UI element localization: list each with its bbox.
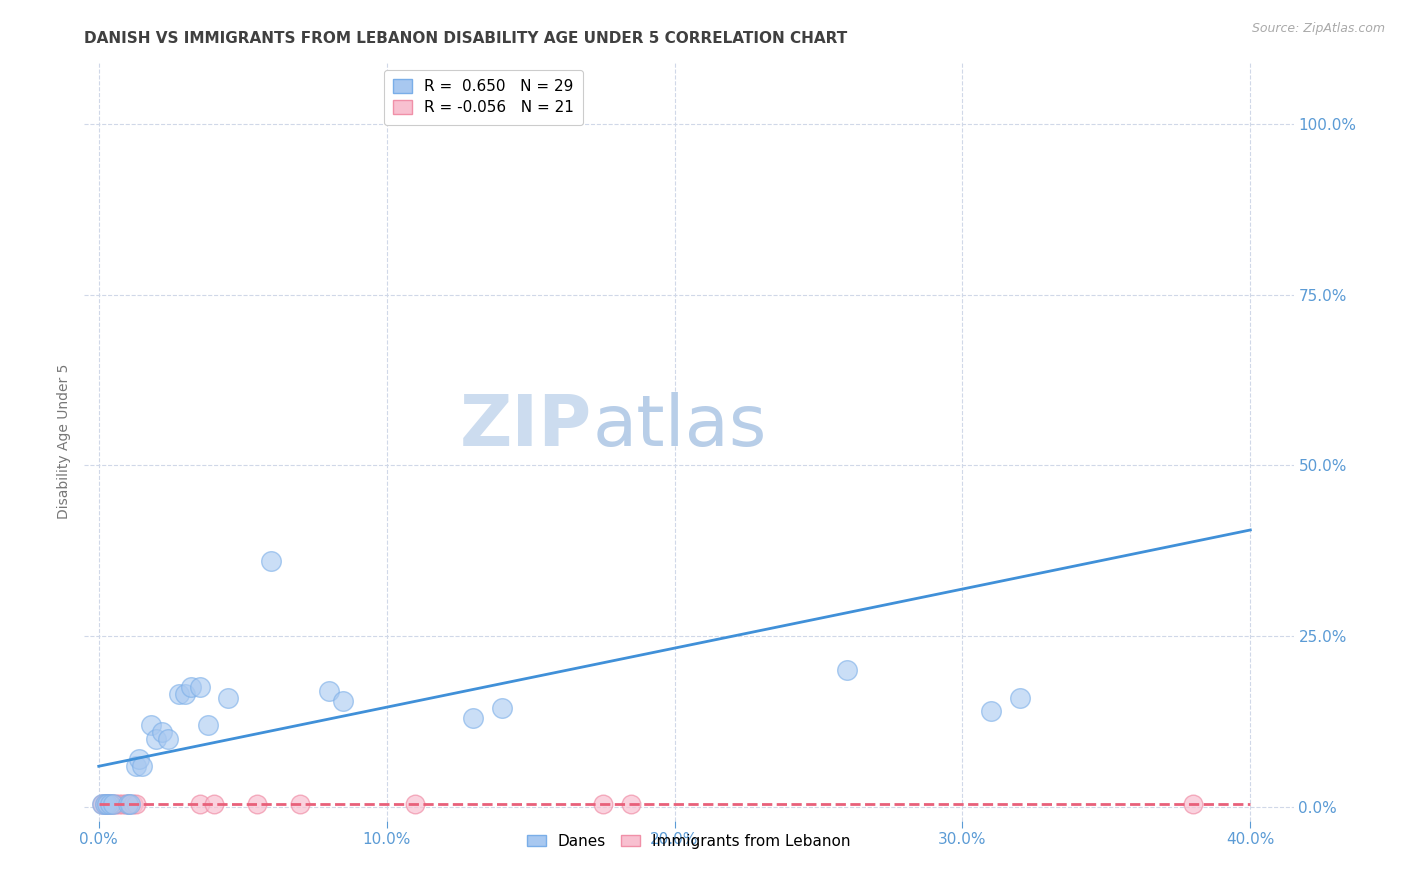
Point [90, 797, 112, 812]
Legend: Danes, Immigrants from Lebanon: Danes, Immigrants from Lebanon [522, 828, 856, 855]
Point [125, 797, 148, 812]
Point [120, 797, 142, 812]
Point [145, 731, 167, 746]
Point [197, 718, 219, 732]
Point [139, 718, 162, 732]
Point [592, 797, 614, 812]
Point [246, 797, 269, 812]
Point [980, 704, 1002, 718]
Point [93, 797, 115, 812]
Text: atlas: atlas [592, 392, 766, 461]
Point [188, 797, 211, 812]
Point [260, 554, 283, 568]
Point [122, 797, 145, 812]
Point [96, 797, 118, 812]
Point [620, 797, 643, 812]
Point [1008, 690, 1031, 705]
Point [96, 797, 118, 812]
Point [290, 797, 312, 812]
Y-axis label: Disability Age Under 5: Disability Age Under 5 [58, 364, 72, 519]
Point [156, 731, 179, 746]
Point [105, 797, 128, 812]
Point [180, 681, 202, 695]
Point [96, 797, 118, 812]
Point [90, 797, 112, 812]
Point [202, 797, 225, 812]
Point [114, 797, 136, 812]
Point [128, 752, 150, 766]
Point [98, 797, 121, 812]
Point [131, 759, 153, 773]
Point [108, 797, 131, 812]
Point [491, 701, 513, 715]
Point [404, 797, 426, 812]
Point [117, 797, 139, 812]
Point [174, 687, 197, 701]
Point [169, 687, 191, 701]
Point [111, 797, 134, 812]
Point [461, 711, 484, 725]
Point [101, 797, 124, 812]
Point [1181, 797, 1204, 812]
Point [93, 797, 115, 812]
Point [101, 797, 124, 812]
Point [188, 681, 211, 695]
Point [318, 684, 340, 698]
Point [332, 694, 354, 708]
Point [217, 690, 239, 705]
Point [837, 664, 859, 678]
Text: DANISH VS IMMIGRANTS FROM LEBANON DISABILITY AGE UNDER 5 CORRELATION CHART: DANISH VS IMMIGRANTS FROM LEBANON DISABI… [84, 31, 848, 46]
Text: ZIP: ZIP [460, 392, 592, 461]
Point [125, 759, 148, 773]
Point [98, 797, 121, 812]
Point [150, 724, 173, 739]
Point [117, 797, 139, 812]
Text: Source: ZipAtlas.com: Source: ZipAtlas.com [1251, 22, 1385, 36]
